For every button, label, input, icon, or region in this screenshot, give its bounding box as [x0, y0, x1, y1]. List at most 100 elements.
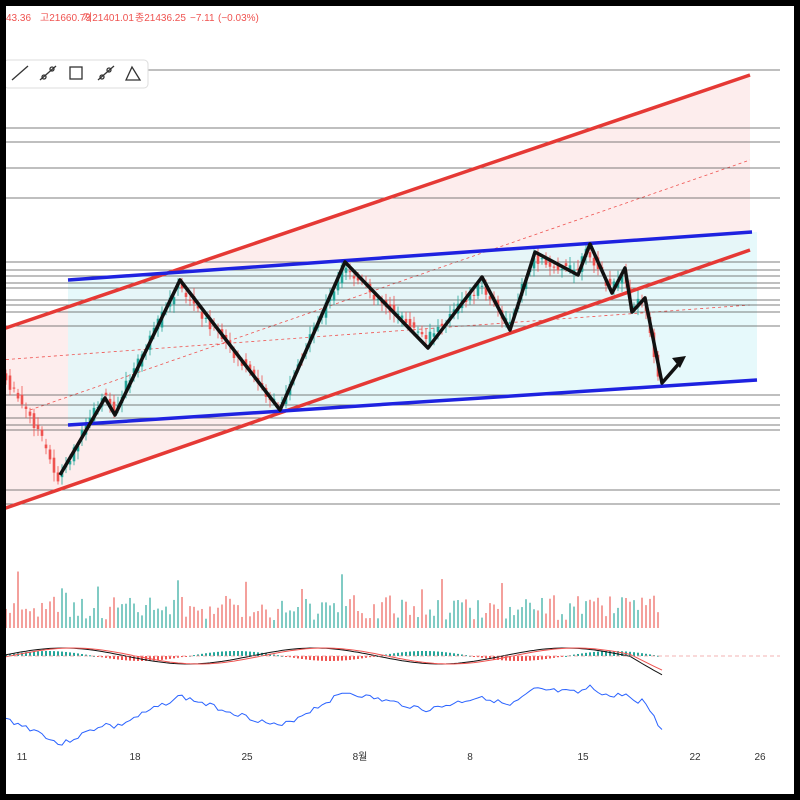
candle-body [324, 302, 328, 318]
macd-hist [37, 651, 39, 656]
macd-hist [57, 651, 59, 656]
candle-body [28, 411, 32, 416]
upper-red-line [6, 73, 751, 330]
volume-bar [401, 599, 403, 628]
volume-bar [337, 612, 339, 628]
candle-body [376, 298, 380, 300]
volume-bar [117, 607, 119, 628]
candle-body [336, 277, 340, 291]
macd-hist [537, 656, 539, 660]
x-tick-label: 18 [129, 752, 141, 763]
candle-body [540, 258, 544, 260]
volume-bar [521, 607, 523, 628]
macd-hist [525, 656, 527, 661]
macd-hist [313, 656, 315, 661]
macd-hist [225, 651, 227, 656]
volume-bar [509, 606, 511, 628]
background-layer [6, 75, 757, 508]
candle-body [44, 444, 48, 449]
macd-hist [173, 656, 175, 659]
macd-hist [101, 656, 103, 658]
ohlc-open: 43.36 [6, 13, 31, 24]
volume-bar [493, 604, 495, 628]
tool-rectangle[interactable] [69, 66, 83, 80]
candle-body [468, 292, 472, 301]
candle-body [68, 461, 72, 465]
volume-bar [553, 595, 555, 628]
candle-body [36, 424, 40, 430]
candle-body [548, 262, 552, 267]
tool-trendline[interactable] [11, 65, 29, 81]
volume-bar [121, 604, 123, 628]
macd-hist [125, 656, 127, 661]
macd-hist [453, 653, 455, 656]
macd-hist [93, 655, 95, 657]
macd-hist [301, 656, 303, 659]
macd-hist [361, 656, 363, 659]
macd-hist [249, 651, 251, 656]
tool-triangle[interactable] [124, 65, 142, 81]
volume-bar [217, 607, 219, 628]
macd-hist [245, 651, 247, 656]
x-tick-label: 25 [241, 752, 253, 763]
macd-hist [645, 653, 647, 656]
volume-bar [213, 613, 215, 628]
volume-bar [541, 597, 543, 628]
macd-hist [289, 656, 291, 658]
volume-bar [633, 600, 635, 628]
macd-hist [193, 655, 195, 657]
volume-bar [193, 606, 195, 628]
volume-bar [533, 609, 535, 628]
x-tick-label: 8월 [353, 751, 368, 763]
volume-bar [421, 589, 423, 628]
candle-body [348, 271, 352, 273]
volume-bar [297, 607, 299, 628]
volume-bar [333, 603, 335, 628]
volume-bar [281, 600, 283, 628]
macd-hist [413, 651, 415, 656]
candle-body [200, 312, 204, 319]
volume-bar [565, 619, 567, 628]
volume-bar [649, 598, 651, 628]
volume-bar [141, 615, 143, 628]
volume-bar [481, 617, 483, 628]
volume-bar [293, 611, 295, 628]
volume-bar [645, 605, 647, 628]
macd-hist [365, 656, 367, 658]
volume-bar [409, 614, 411, 628]
ohlc-change-pct: (−0.03%) [218, 13, 259, 24]
volume-bar [133, 603, 135, 628]
macd-hist [109, 656, 111, 659]
volume-bar [537, 610, 539, 628]
volume-bar [77, 615, 79, 628]
volume-bar [249, 616, 251, 628]
volume-bar [597, 597, 599, 628]
volume-bar [253, 612, 255, 628]
macd-hist [437, 651, 439, 656]
volume-bar [33, 608, 35, 628]
x-tick-label: 26 [754, 752, 766, 763]
macd-hist [473, 656, 475, 657]
volume-bar [513, 615, 515, 628]
candle-body [340, 265, 344, 284]
volume-bar [441, 579, 443, 628]
macd-hist [425, 651, 427, 656]
candle-body [48, 449, 52, 460]
macd-hist [321, 656, 323, 661]
candle-body [244, 359, 248, 367]
volume-bar [225, 595, 227, 628]
macd-hist [553, 656, 555, 658]
macd-hist [181, 656, 183, 658]
macd-hist [577, 653, 579, 656]
candle-body [420, 332, 424, 335]
volume-bar [373, 604, 375, 628]
macd-hist [353, 656, 355, 660]
macd-hist [53, 651, 55, 656]
candle-body [392, 304, 396, 314]
volume-bar [617, 607, 619, 628]
macd-hist [593, 651, 595, 656]
candle-body [40, 429, 44, 436]
volume-bar [641, 597, 643, 628]
volume-bar [341, 574, 343, 628]
volume-bar [21, 609, 23, 628]
